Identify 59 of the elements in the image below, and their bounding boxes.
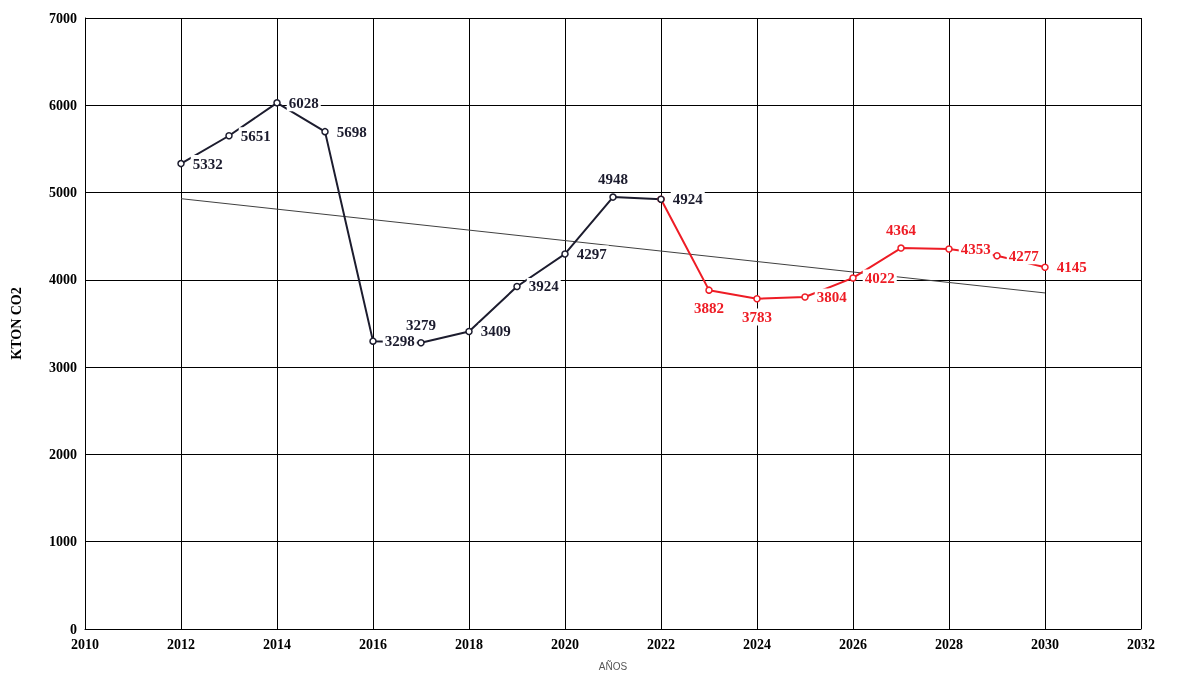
data-label: 4145 — [1056, 259, 1087, 276]
data-label: 5698 — [336, 123, 367, 140]
point — [513, 282, 521, 291]
x-tick-label: 2030 — [1031, 636, 1059, 652]
point — [705, 286, 713, 294]
data-label: 4022 — [864, 269, 895, 286]
data-label: 3279 — [406, 316, 436, 333]
data-label: 3409 — [480, 323, 511, 340]
x-tick-label: 2022 — [647, 636, 675, 652]
y-tick-label: 7000 — [49, 10, 77, 26]
data-label: 4924 — [672, 191, 704, 208]
x-tick-label: 2024 — [743, 636, 771, 652]
x-tick-label: 2018 — [455, 636, 483, 652]
point — [993, 251, 1001, 260]
point — [177, 159, 185, 168]
y-axis-title: KTON CO2 — [8, 287, 24, 360]
data-label: 4353 — [960, 241, 991, 258]
data-label: 3804 — [816, 288, 848, 305]
y-tick-label: 4000 — [49, 272, 77, 288]
x-tick-label: 2016 — [359, 636, 387, 652]
point — [321, 127, 329, 136]
data-label: 5332 — [192, 155, 223, 172]
point — [801, 293, 809, 301]
data-label: 3298 — [384, 333, 415, 350]
point — [465, 327, 473, 336]
data-label: 6028 — [288, 94, 319, 111]
x-tick-label: 2028 — [935, 636, 963, 652]
x-tick-label: 2026 — [839, 636, 867, 652]
x-tick-label: 2014 — [263, 636, 291, 652]
y-tick-label: 6000 — [49, 97, 77, 113]
point — [369, 337, 377, 345]
point — [897, 244, 905, 252]
data-label: 4948 — [598, 170, 628, 187]
data-label: 3924 — [528, 278, 560, 295]
y-tick-label: 3000 — [49, 359, 77, 375]
x-axis-title: AÑOS — [598, 659, 628, 672]
point — [225, 132, 233, 140]
point — [609, 193, 617, 201]
x-tick-label: 2010 — [71, 636, 99, 652]
y-tick-label: 0 — [70, 621, 77, 637]
y-tick-label: 1000 — [49, 534, 77, 550]
x-tick-label: 2020 — [551, 636, 579, 652]
point — [1041, 263, 1049, 271]
point — [849, 274, 857, 282]
point — [417, 339, 425, 347]
data-label: 4277 — [1008, 247, 1040, 264]
x-tick-label: 2032 — [1127, 636, 1155, 652]
data-label: 4297 — [576, 245, 608, 262]
data-label: 3783 — [742, 309, 772, 326]
point — [561, 250, 569, 258]
point — [273, 99, 281, 107]
point — [945, 245, 953, 253]
data-label: 5651 — [240, 127, 271, 144]
point — [753, 295, 761, 303]
y-tick-label: 2000 — [49, 446, 77, 462]
y-tick-label: 5000 — [49, 185, 77, 201]
data-label: 3882 — [694, 300, 724, 317]
data-label: 4364 — [886, 221, 917, 238]
x-tick-label: 2012 — [167, 636, 195, 652]
